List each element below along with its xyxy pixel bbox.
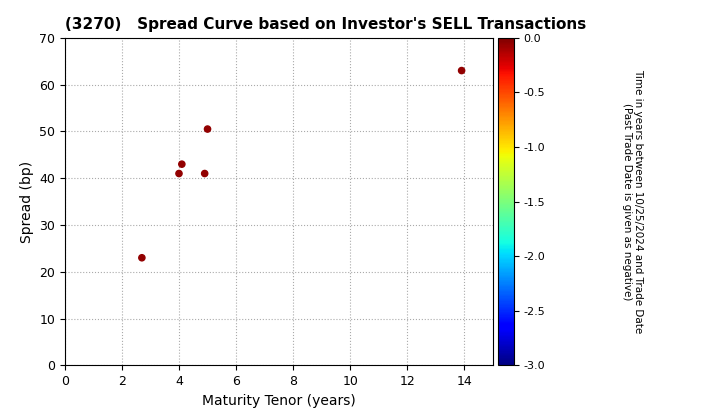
X-axis label: Maturity Tenor (years): Maturity Tenor (years) <box>202 394 356 408</box>
Text: (3270)   Spread Curve based on Investor's SELL Transactions: (3270) Spread Curve based on Investor's … <box>65 18 586 32</box>
Point <box>176 161 188 168</box>
Y-axis label: Time in years between 10/25/2024 and Trade Date
(Past Trade Date is given as neg: Time in years between 10/25/2024 and Tra… <box>622 69 644 334</box>
Point <box>174 170 185 177</box>
Point <box>199 170 210 177</box>
Y-axis label: Spread (bp): Spread (bp) <box>19 160 34 243</box>
Point <box>136 255 148 261</box>
Point <box>456 67 467 74</box>
Point <box>202 126 213 132</box>
